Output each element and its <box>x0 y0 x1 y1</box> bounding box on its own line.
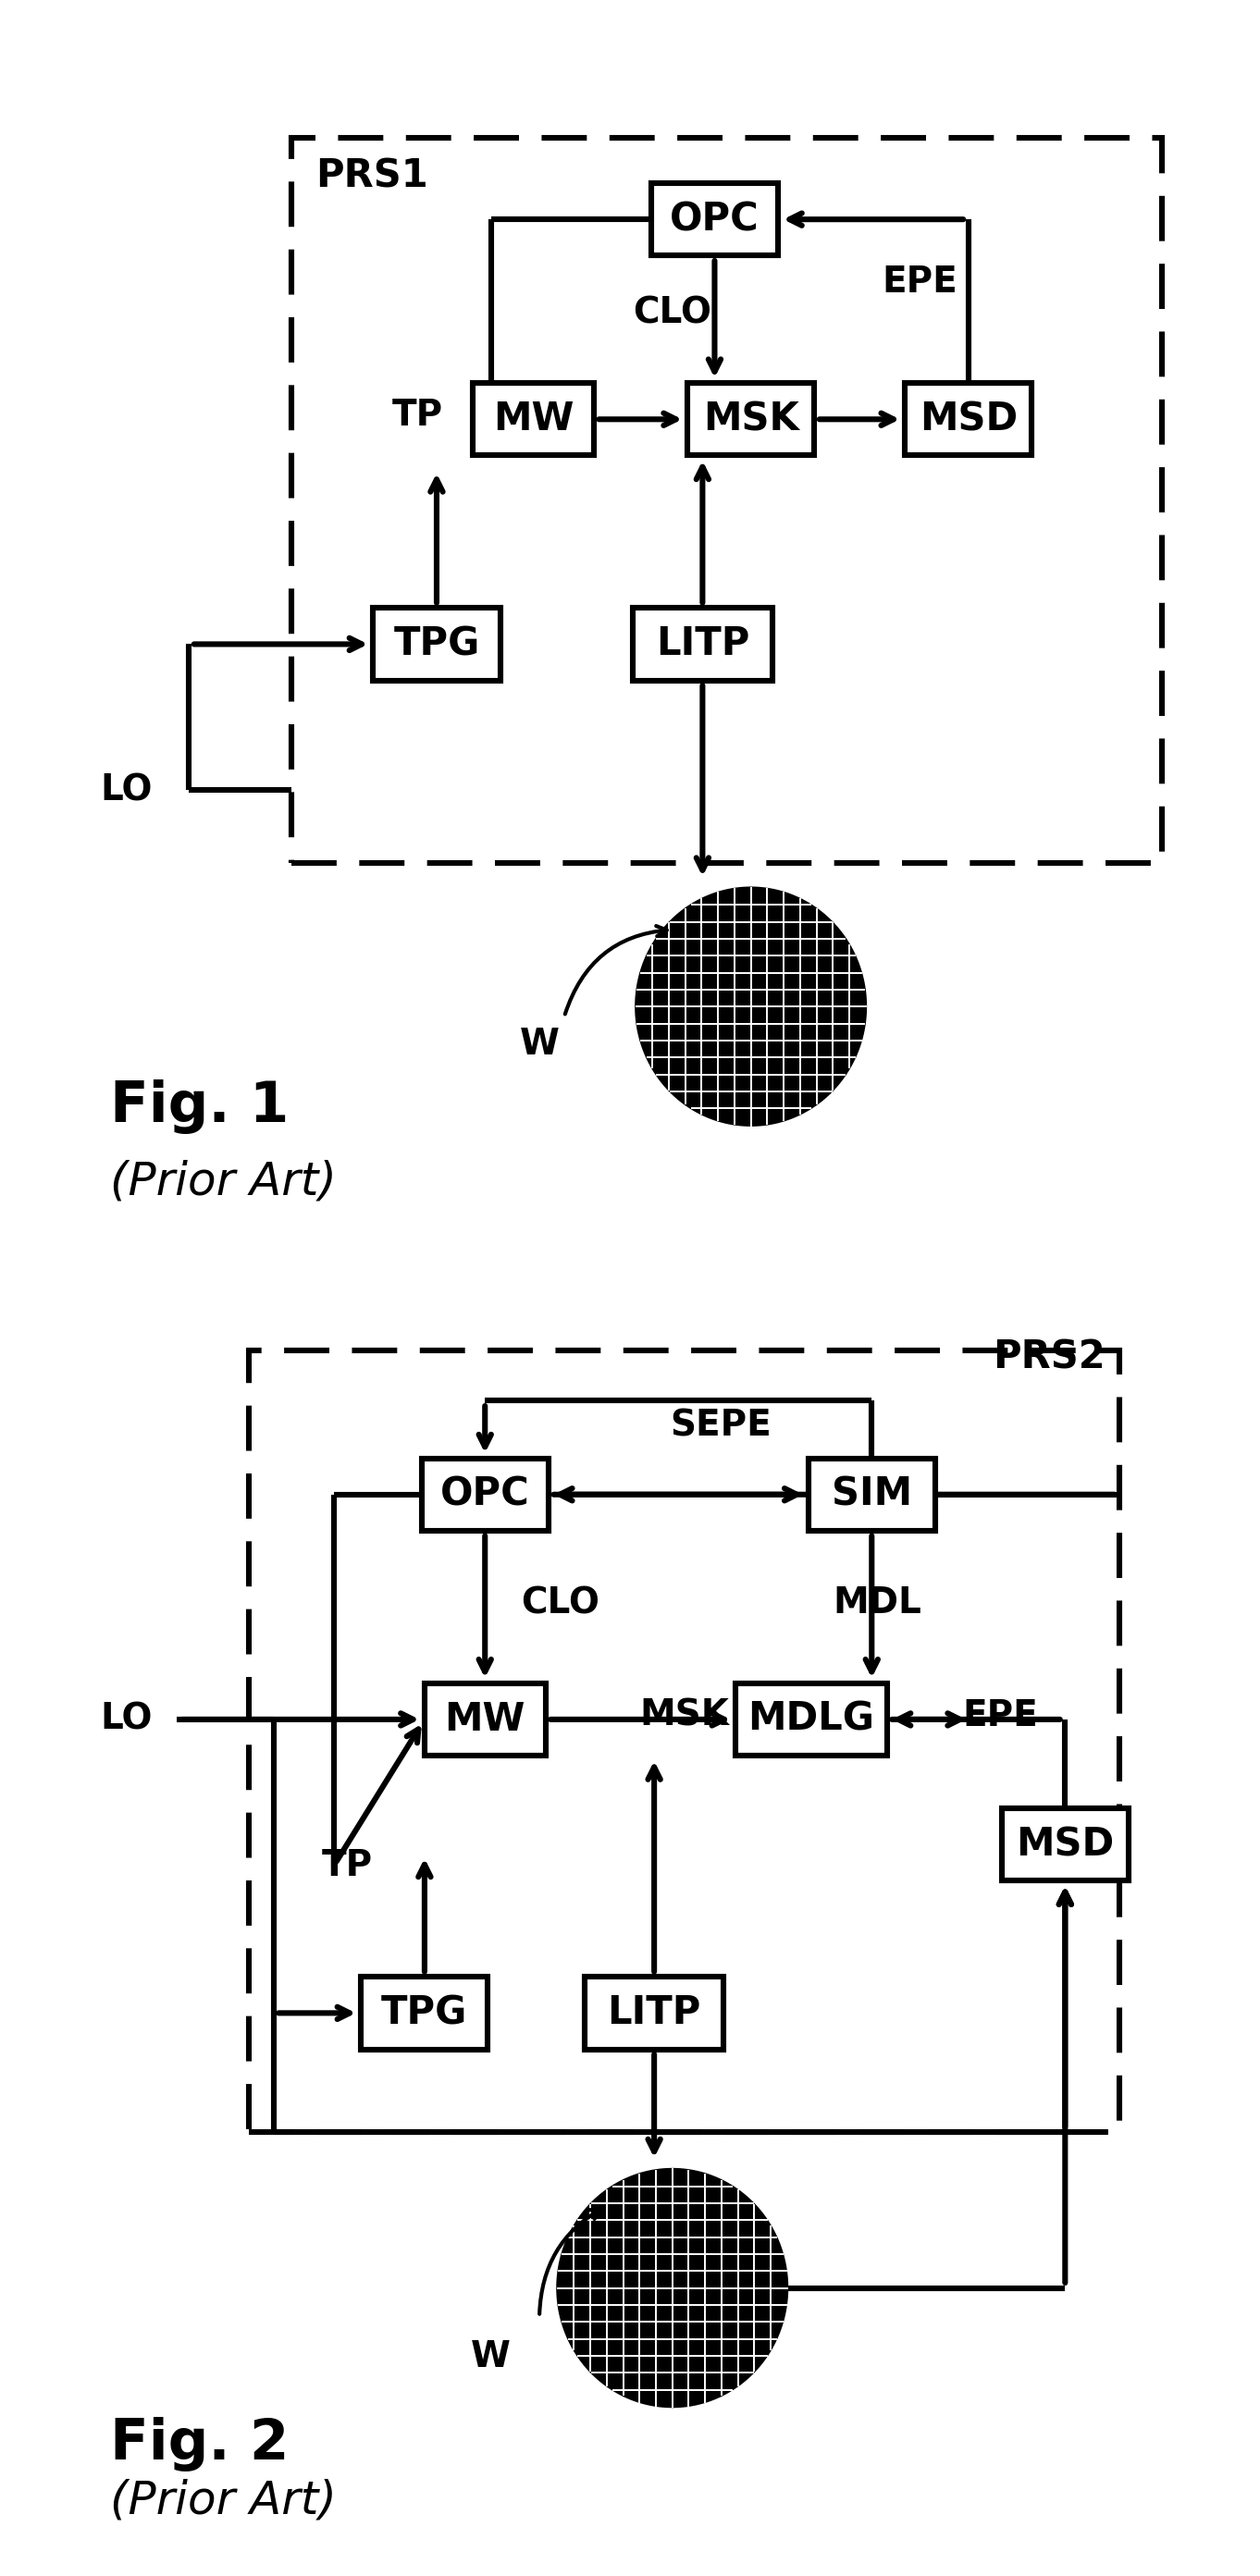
FancyBboxPatch shape <box>422 1458 548 1530</box>
Text: TPG: TPG <box>382 1994 467 2032</box>
FancyBboxPatch shape <box>362 1976 488 2050</box>
Text: LITP: LITP <box>607 1994 701 2032</box>
Text: SEPE: SEPE <box>670 1409 771 1443</box>
Text: PRS1: PRS1 <box>316 157 428 196</box>
Text: TP: TP <box>392 397 442 433</box>
Text: EPE: EPE <box>963 1698 1038 1734</box>
Text: OPC: OPC <box>670 201 760 240</box>
Text: TPG: TPG <box>393 626 480 665</box>
Text: CLO: CLO <box>633 296 712 330</box>
Text: W: W <box>471 2339 510 2375</box>
Text: MSD: MSD <box>920 399 1018 438</box>
FancyBboxPatch shape <box>425 1682 546 1757</box>
FancyBboxPatch shape <box>736 1682 887 1757</box>
Bar <box>249 1350 1119 2133</box>
Text: LITP: LITP <box>655 626 750 665</box>
Text: TP: TP <box>321 1847 373 1883</box>
Text: W: W <box>519 1025 559 1061</box>
Text: MSK: MSK <box>703 399 799 438</box>
Text: MSD: MSD <box>1016 1824 1114 1865</box>
Text: Fig. 2: Fig. 2 <box>111 2416 290 2470</box>
Text: Fig. 1: Fig. 1 <box>111 1079 290 1133</box>
FancyBboxPatch shape <box>905 384 1032 456</box>
Text: OPC: OPC <box>440 1476 529 1515</box>
Text: (Prior Art): (Prior Art) <box>111 1159 336 1203</box>
Text: EPE: EPE <box>882 265 958 299</box>
Polygon shape <box>636 889 866 1126</box>
FancyBboxPatch shape <box>585 1976 723 2050</box>
Text: SIM: SIM <box>832 1476 912 1515</box>
Text: (Prior Art): (Prior Art) <box>111 2478 336 2522</box>
Text: LO: LO <box>101 773 152 809</box>
Text: MDL: MDL <box>833 1587 922 1620</box>
Text: PRS2: PRS2 <box>993 1340 1105 1378</box>
Text: MW: MW <box>445 1700 525 1739</box>
Text: MSK: MSK <box>640 1698 730 1734</box>
Bar <box>291 139 1162 863</box>
FancyBboxPatch shape <box>651 183 779 255</box>
FancyBboxPatch shape <box>1002 1808 1129 1880</box>
Text: MW: MW <box>493 399 573 438</box>
FancyBboxPatch shape <box>808 1458 935 1530</box>
Text: MDLG: MDLG <box>748 1700 874 1739</box>
FancyBboxPatch shape <box>373 608 500 680</box>
Text: CLO: CLO <box>522 1587 600 1620</box>
Polygon shape <box>557 2169 788 2406</box>
Text: LO: LO <box>101 1703 152 1736</box>
FancyBboxPatch shape <box>472 384 593 456</box>
FancyBboxPatch shape <box>688 384 814 456</box>
FancyBboxPatch shape <box>633 608 772 680</box>
